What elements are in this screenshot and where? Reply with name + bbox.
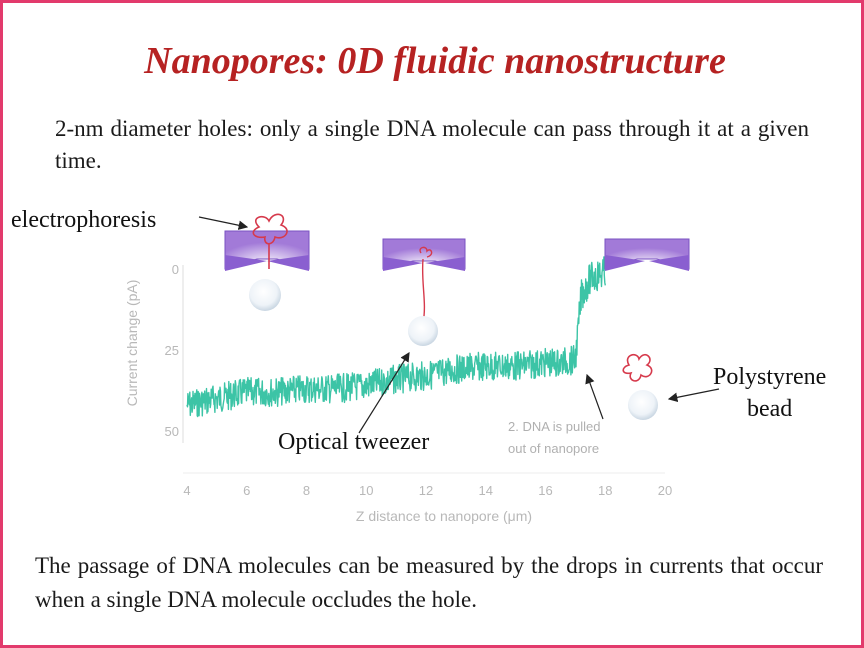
- nanopore-diagram-2: [382, 238, 466, 346]
- x-tick-label: 4: [183, 483, 190, 498]
- polystyrene-label-line-2: bead: [747, 396, 793, 422]
- x-tick-label: 10: [359, 483, 373, 498]
- x-tick-label: 20: [658, 483, 672, 498]
- polystyrene-bead-with-dna: [622, 353, 658, 420]
- x-tick-label: 14: [479, 483, 493, 498]
- y-axis-label: Current change (pA): [124, 280, 140, 407]
- x-axis-label: Z distance to nanopore (μm): [356, 508, 532, 524]
- slide-title: Nanopores: 0D fluidic nanostructure: [144, 40, 726, 82]
- y-tick-label: 25: [165, 343, 179, 358]
- y-tick-label: 50: [165, 424, 179, 439]
- x-tick-label: 16: [538, 483, 552, 498]
- x-tick-label: 12: [419, 483, 433, 498]
- x-tick-label: 18: [598, 483, 612, 498]
- conclusion-text: The passage of DNA molecules can be meas…: [35, 553, 823, 612]
- y-tick-label: 0: [172, 262, 179, 277]
- x-tick-label: 8: [303, 483, 310, 498]
- intro-text: 2-nm diameter holes: only a single DNA m…: [55, 116, 809, 173]
- annotation-arrow: [585, 373, 604, 420]
- tweezer-arrow: [358, 351, 410, 434]
- annotation-line-1: 2. DNA is pulled: [508, 419, 601, 434]
- x-tick-labels: 4 6 8 10 12 14 16 18 20: [183, 483, 672, 498]
- nanopore-diagram-1: [224, 213, 310, 311]
- y-tick-labels: 0 25 50: [165, 262, 179, 439]
- polystyrene-label-line-1: Polystyrene: [713, 364, 827, 390]
- x-tick-label: 6: [243, 483, 250, 498]
- current-trace-chart: Current change (pA) Z distance to nanopo…: [124, 213, 720, 524]
- polystyrene-bead-label: Polystyrene bead: [713, 361, 826, 425]
- electrophoresis-label: electrophoresis: [11, 207, 157, 233]
- annotation-line-2: out of nanopore: [508, 441, 599, 456]
- optical-tweezer-label: Optical tweezer: [278, 429, 430, 455]
- electrophoresis-arrow: [198, 216, 249, 230]
- bead-arrow: [667, 388, 720, 403]
- current-trace: [186, 256, 606, 418]
- nanopore-diagram-3: [604, 238, 690, 271]
